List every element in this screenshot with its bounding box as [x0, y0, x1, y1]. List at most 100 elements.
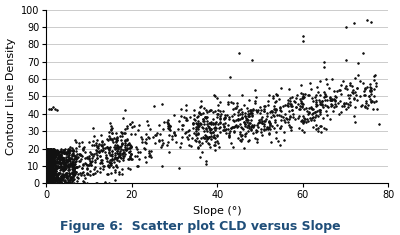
Point [49, 153, 56, 157]
Point [48, 107, 54, 110]
Point [44, 163, 50, 167]
Point [215, 141, 221, 145]
Point [56, 177, 63, 181]
Point [228, 141, 234, 145]
Point [286, 117, 292, 121]
Point [44, 151, 50, 155]
Point [312, 98, 319, 102]
Point [192, 139, 198, 142]
Point [281, 130, 288, 134]
Point [313, 127, 320, 131]
Point [305, 94, 312, 97]
Point [264, 125, 271, 129]
Point [248, 113, 255, 117]
Point [52, 171, 58, 174]
Point [70, 148, 76, 152]
Point [194, 127, 201, 130]
Point [55, 158, 62, 161]
Point [288, 125, 294, 129]
Point [246, 126, 252, 130]
Point [308, 106, 314, 109]
Point [252, 136, 259, 140]
Point [44, 176, 50, 179]
Point [85, 157, 92, 161]
Point [70, 175, 76, 179]
Point [132, 145, 139, 149]
Point [51, 173, 58, 177]
Point [48, 155, 54, 159]
Point [145, 135, 152, 139]
Point [48, 155, 54, 158]
Point [289, 104, 295, 108]
Point [160, 141, 166, 145]
Point [346, 96, 352, 100]
Point [80, 148, 86, 151]
Point [45, 169, 52, 173]
Point [50, 170, 56, 174]
Point [259, 133, 265, 137]
Point [46, 159, 52, 163]
Point [82, 161, 88, 165]
Point [278, 114, 284, 118]
Point [327, 98, 333, 102]
Point [300, 120, 307, 124]
Point [250, 123, 257, 126]
Point [62, 172, 68, 176]
Point [368, 88, 374, 92]
Point [53, 165, 59, 168]
Point [112, 151, 118, 154]
Point [63, 166, 69, 170]
Point [252, 101, 258, 105]
Point [358, 103, 365, 107]
Point [46, 178, 53, 182]
Point [61, 160, 67, 164]
Point [242, 134, 248, 138]
Point [105, 146, 111, 150]
Point [57, 154, 63, 157]
Point [114, 135, 121, 139]
Point [202, 115, 208, 119]
Point [46, 180, 52, 184]
Point [267, 110, 274, 114]
Point [71, 153, 77, 157]
Point [52, 153, 59, 156]
Point [261, 129, 267, 132]
Point [375, 122, 382, 125]
Point [47, 158, 54, 162]
Point [235, 117, 241, 121]
Point [312, 94, 319, 97]
Point [164, 118, 171, 122]
Point [112, 168, 118, 172]
Point [122, 109, 128, 112]
Point [50, 160, 56, 164]
Point [110, 145, 117, 149]
Point [60, 165, 66, 169]
Point [86, 140, 92, 144]
Point [126, 150, 132, 154]
Point [45, 160, 51, 164]
Point [46, 153, 52, 156]
Point [193, 121, 199, 124]
Point [44, 154, 50, 158]
Point [292, 117, 298, 121]
Point [44, 155, 50, 159]
Point [96, 166, 103, 169]
Point [210, 135, 216, 138]
Point [82, 156, 88, 160]
Point [66, 178, 72, 181]
Point [274, 93, 281, 97]
Point [64, 180, 71, 184]
Point [122, 141, 128, 145]
Point [79, 140, 86, 144]
Point [143, 137, 150, 141]
Point [297, 107, 304, 111]
Point [164, 120, 170, 124]
Point [126, 146, 132, 150]
Point [245, 114, 252, 118]
Point [44, 167, 50, 171]
Point [44, 157, 50, 161]
Point [131, 124, 138, 128]
Point [224, 113, 230, 117]
Point [54, 178, 60, 181]
Point [53, 152, 59, 156]
